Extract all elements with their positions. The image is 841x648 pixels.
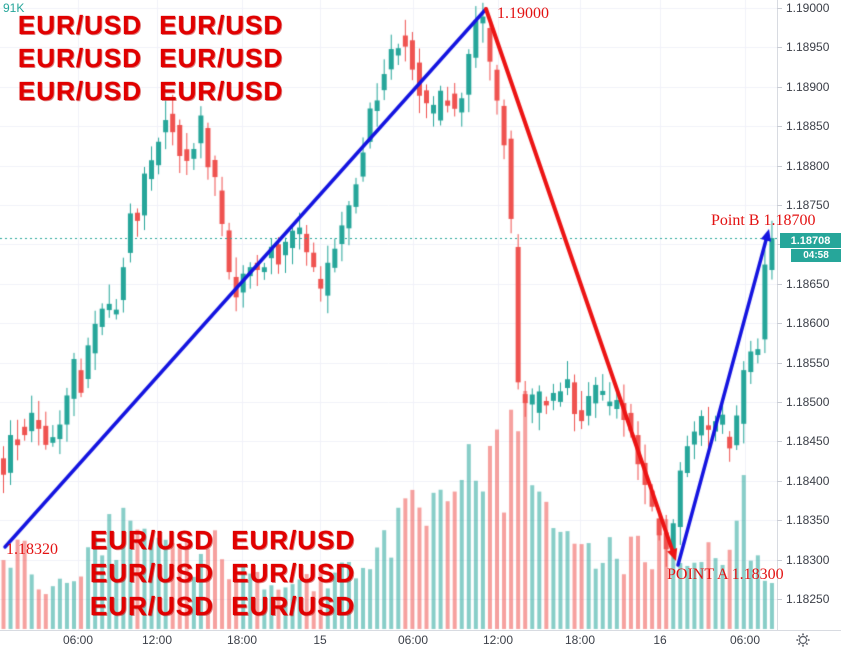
watermark-line: EUR/USD EUR/USD	[90, 558, 356, 588]
annotation-start-price[interactable]: 1.18320	[6, 541, 58, 558]
time-tick-label: 15	[313, 633, 327, 647]
time-tick-label: 06:00	[62, 633, 94, 647]
price-tick-label: 1.18300	[776, 552, 830, 567]
time-axis[interactable]: 06:00 12:00 18:00 15 06:00 12:00 18:00 16 06:00	[0, 630, 841, 648]
volume-label: 91K	[3, 1, 25, 15]
chart-area[interactable]: EUR/USD EUR/USD EUR/USD EUR/USD EUR/USD …	[0, 0, 777, 630]
time-tick-label: 18:00	[564, 633, 596, 647]
countdown-badge: 04:58	[791, 249, 841, 262]
price-tick-label: 1.18650	[776, 276, 830, 291]
price-tick-label: 1.18850	[776, 119, 830, 134]
watermark-line: EUR/USD EUR/USD	[18, 76, 284, 106]
time-tick-label: 18:00	[226, 633, 258, 647]
time-tick-label: 12:00	[482, 633, 514, 647]
price-tick-label: 1.18750	[776, 198, 830, 212]
price-tick-label: 1.18450	[776, 434, 830, 449]
annotation-peak-price[interactable]: 1.19000	[497, 5, 549, 22]
watermark-line: EUR/USD EUR/USD	[90, 591, 356, 621]
price-tick-label: 1.18950	[776, 40, 830, 55]
annotation-point-a[interactable]: POINT A 1.18300	[667, 566, 784, 583]
settings-gear-icon[interactable]	[796, 633, 810, 647]
price-tick-label: 1.18600	[776, 316, 830, 331]
time-tick-label: 12:00	[141, 633, 173, 647]
time-tick-label: 16	[653, 633, 667, 647]
last-price-badge: 1.18708	[780, 233, 841, 248]
price-tick-label: 1.18550	[776, 355, 830, 370]
time-tick-label: 06:00	[729, 633, 761, 647]
candlestick-canvas[interactable]	[0, 0, 777, 630]
watermark-top: EUR/USD EUR/USD EUR/USD EUR/USD EUR/USD …	[18, 9, 283, 108]
watermark-line: EUR/USD EUR/USD	[90, 525, 356, 555]
watermark-line: EUR/USD EUR/USD	[18, 10, 284, 40]
annotation-point-b[interactable]: Point B 1.18700	[711, 212, 816, 229]
watermark-bottom: EUR/USD EUR/USD EUR/USD EUR/USD EUR/USD …	[90, 524, 355, 623]
price-tick-label: 1.18400	[776, 473, 830, 488]
time-tick-label: 06:00	[397, 633, 429, 647]
countdown-value: 04:58	[803, 250, 829, 261]
price-axis[interactable]: 1.19000 1.18950 1.18900 1.18850 1.18800 1.187…	[776, 0, 841, 630]
watermark-line: EUR/USD EUR/USD	[18, 43, 284, 73]
last-price-value: 1.18708	[790, 234, 831, 247]
price-tick-label: 1.19000	[776, 1, 830, 15]
price-tick-label: 1.18350	[776, 513, 830, 528]
price-tick-label: 1.18900	[776, 79, 830, 94]
price-tick-label: 1.18250	[776, 592, 830, 606]
price-tick-label: 1.18800	[776, 158, 830, 173]
price-tick-label: 1.18500	[776, 395, 830, 409]
